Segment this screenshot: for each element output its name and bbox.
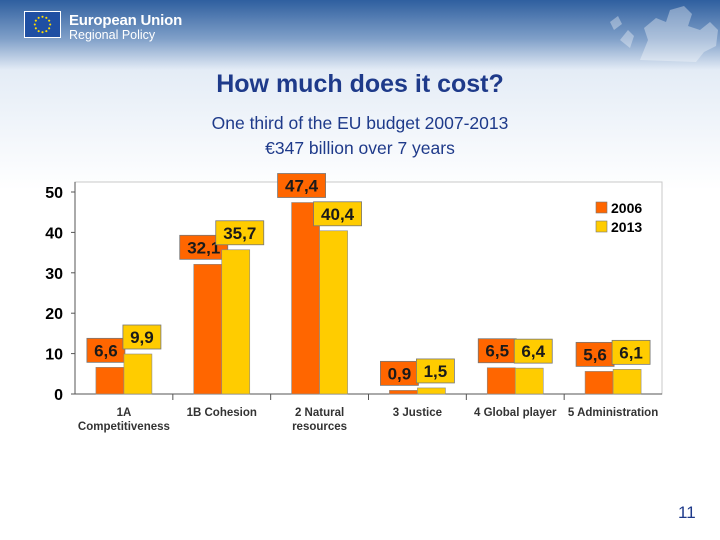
bar-2006 [193, 264, 223, 395]
data-label-box-2013 [611, 339, 651, 365]
data-label-2006: 0,9 [388, 364, 412, 383]
subtitle-line-1: One third of the EU budget 2007-2013 [211, 113, 509, 133]
data-label-2006: 47,4 [285, 177, 319, 196]
y-tick-label: 40 [45, 225, 63, 242]
y-tick-label: 0 [54, 387, 63, 404]
data-label-2006: 6,5 [485, 342, 509, 361]
data-label-2013: 9,9 [130, 328, 154, 347]
category-label: 2 Natural [295, 407, 344, 419]
bar-2006 [486, 367, 516, 395]
category-label: resources [292, 421, 347, 433]
bar-2013 [612, 369, 642, 395]
category-label: 1B Cohesion [187, 407, 257, 419]
slide-title: How much does it cost? [216, 70, 504, 98]
data-label-box-2013 [313, 201, 362, 227]
bar-2013 [319, 230, 348, 395]
bar-2013 [221, 249, 251, 395]
page-number: 11 [678, 503, 696, 522]
y-tick-label: 10 [45, 347, 63, 364]
bar-2006 [291, 202, 320, 395]
data-label-2013: 40,4 [321, 205, 355, 224]
legend-label-2006: 2006 [611, 200, 642, 216]
flag-star [37, 16, 40, 19]
bar-2013 [123, 353, 153, 395]
data-label-2013: 6,4 [521, 342, 545, 361]
header-banner [0, 0, 720, 70]
data-label-2006: 5,6 [583, 345, 607, 364]
data-label-2013: 1,5 [424, 362, 448, 381]
legend-swatch-2006 [595, 201, 608, 214]
europe-map-icon [610, 6, 718, 62]
bar-2013 [514, 367, 544, 395]
org-subtitle: Regional Policy [69, 28, 156, 42]
org-name: European Union [69, 12, 183, 29]
data-label-2013: 6,1 [619, 343, 643, 362]
data-label-2006: 6,6 [94, 341, 118, 360]
flag-star [34, 27, 37, 30]
flag-star [41, 31, 44, 34]
flag-star [45, 30, 48, 33]
flag-star [34, 19, 37, 22]
bar-2013 [417, 387, 446, 395]
slide-subtitle: One third of the EU budget 2007-2013 €34… [0, 111, 720, 161]
legend-label-2013: 2013 [611, 219, 642, 235]
plot-area [74, 181, 663, 395]
eu-flag-icon [24, 11, 61, 38]
category-label: 4 Global player [474, 407, 557, 419]
y-tick-label: 30 [45, 266, 63, 283]
y-tick-label: 50 [45, 185, 63, 202]
flag-star [49, 23, 52, 26]
category-label: 1A [117, 407, 132, 419]
flag-star [41, 15, 44, 18]
flag-star [37, 30, 40, 33]
flag-star [45, 16, 48, 19]
flag-star [48, 19, 51, 22]
data-label-box-2006 [86, 337, 126, 363]
data-label-box-2013 [122, 324, 162, 350]
data-label-box-2006 [380, 360, 419, 386]
header-fade [0, 70, 720, 190]
subtitle-line-2: €347 billion over 7 years [265, 138, 455, 158]
data-label-box-2013 [215, 220, 265, 246]
category-label: Competitiveness [78, 421, 170, 433]
data-label-box-2006 [277, 173, 326, 198]
flag-star [33, 23, 36, 26]
bar-2006 [584, 371, 614, 395]
category-label: 3 Justice [393, 407, 442, 419]
data-label-2013: 35,7 [223, 224, 256, 243]
bar-2006 [95, 367, 125, 395]
data-label-box-2013 [416, 358, 455, 384]
legend-swatch-2013 [595, 220, 608, 233]
data-label-2006: 32,1 [187, 238, 220, 257]
data-label-box-2013 [513, 338, 553, 364]
bar-2006 [389, 390, 418, 395]
category-label: 5 Administration [568, 407, 658, 419]
y-tick-label: 20 [45, 306, 63, 323]
flag-star [48, 27, 51, 30]
